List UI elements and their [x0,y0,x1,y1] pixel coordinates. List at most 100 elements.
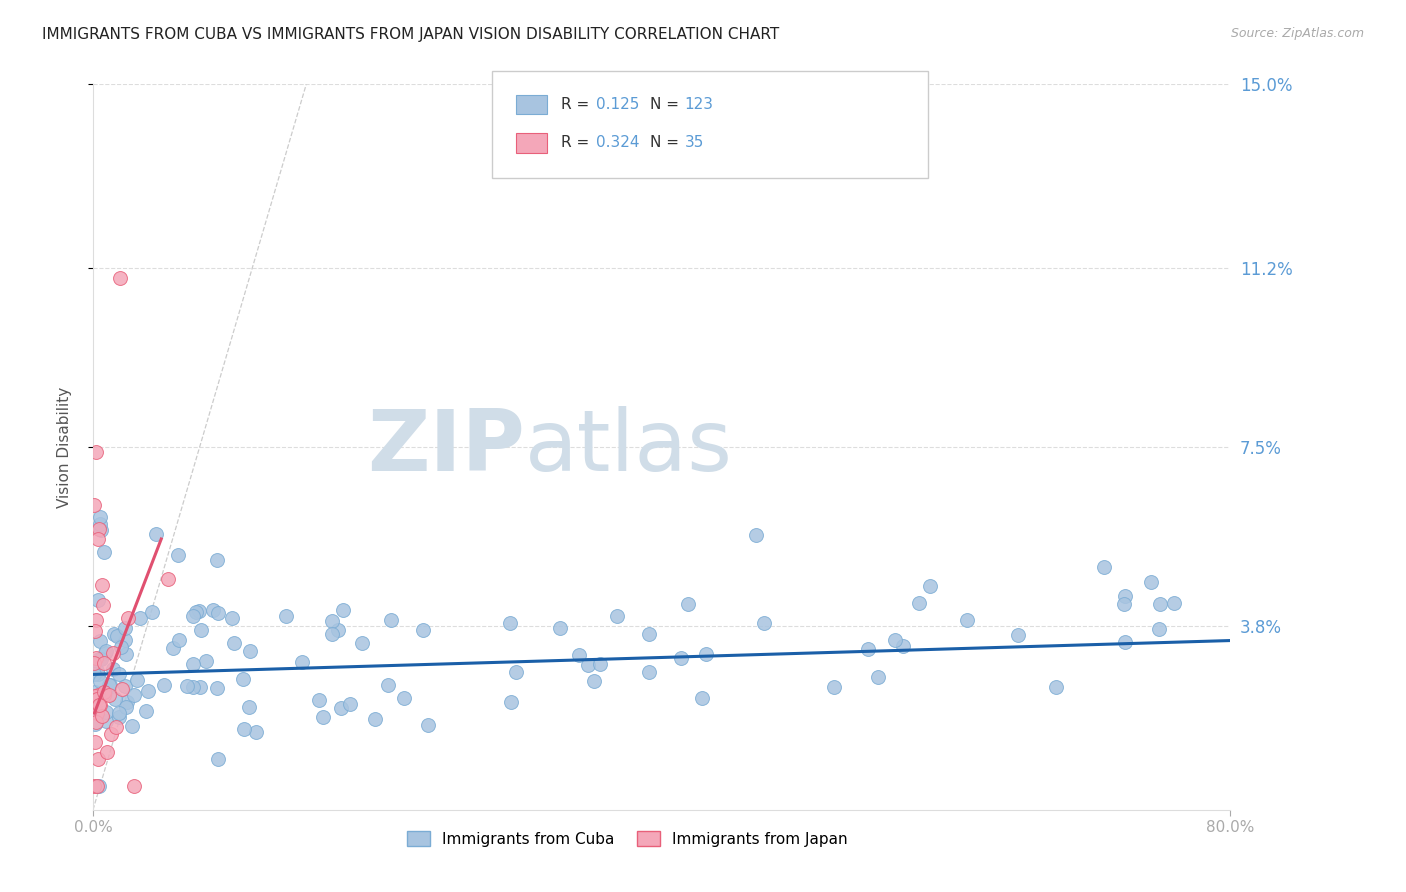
Point [96,745,118,759]
Point [637,665,659,680]
Point [224,636,246,650]
Point [91,598,114,612]
Point [207,606,229,620]
Point [83,717,105,731]
Point [589,657,612,672]
Point [205,681,228,695]
Point [86,613,108,627]
Text: R =: R = [561,97,595,112]
Point [141,605,163,619]
Point [93,685,115,699]
Point [86,691,108,706]
Point [866,670,889,684]
Point [114,633,136,648]
Point [499,616,522,631]
Point [93,656,115,670]
Point [128,610,150,624]
Point [83,735,105,749]
Point [87,779,110,793]
Text: IMMIGRANTS FROM CUBA VS IMMIGRANTS FROM JAPAN VISION DISABILITY CORRELATION CHAR: IMMIGRANTS FROM CUBA VS IMMIGRANTS FROM … [42,27,779,42]
Point [501,695,523,709]
Point [207,553,229,567]
Point [380,613,402,627]
Point [114,679,136,693]
Point [908,596,931,610]
Point [1092,559,1115,574]
Point [90,652,112,666]
Point [122,779,145,793]
Point [94,686,117,700]
Point [84,702,107,716]
Text: ZIP: ZIP [367,406,524,489]
Y-axis label: Vision Disability: Vision Disability [58,386,72,508]
Point [548,621,571,635]
Point [181,680,204,694]
Point [101,662,124,676]
Point [93,688,115,702]
Point [176,679,198,693]
Point [97,688,120,702]
Point [84,624,107,638]
Point [207,751,229,765]
Point [1149,597,1171,611]
Point [1114,590,1136,604]
Point [83,779,105,793]
Point [83,658,105,673]
Point [321,615,343,629]
Point [276,608,298,623]
Point [89,698,111,713]
Point [671,651,693,665]
Point [94,646,117,660]
Point [114,647,136,661]
Point [93,545,115,559]
Point [883,632,905,647]
Point [690,690,713,705]
Point [94,714,117,728]
Point [1112,597,1135,611]
Point [754,615,776,630]
Point [105,629,128,643]
Point [86,706,108,720]
Point [153,678,176,692]
Point [115,695,138,709]
Point [105,720,128,734]
Point [238,700,260,714]
Point [350,636,373,650]
Text: 123: 123 [685,97,714,112]
Point [744,528,766,542]
Point [86,593,108,607]
Point [98,678,121,692]
Point [190,623,212,637]
Point [87,667,110,681]
Point [1147,622,1170,636]
Point [856,641,879,656]
Point [136,684,159,698]
Point [308,693,330,707]
Point [125,673,148,688]
Point [956,613,979,627]
Point [169,632,191,647]
Point [84,714,107,729]
Point [221,611,243,625]
Point [87,652,110,666]
Point [201,602,224,616]
Point [232,672,254,686]
Text: 0.125: 0.125 [596,97,640,112]
Point [678,597,700,611]
Point [695,647,717,661]
Point [321,626,343,640]
Point [103,626,125,640]
Point [920,579,942,593]
Point [394,691,416,706]
Point [332,603,354,617]
Point [1114,635,1136,649]
Point [135,704,157,718]
Point [103,646,125,660]
Point [87,688,110,702]
Point [195,654,218,668]
Point [115,700,138,714]
Point [638,627,661,641]
Point [1139,574,1161,589]
Point [291,655,314,669]
Point [94,706,117,720]
